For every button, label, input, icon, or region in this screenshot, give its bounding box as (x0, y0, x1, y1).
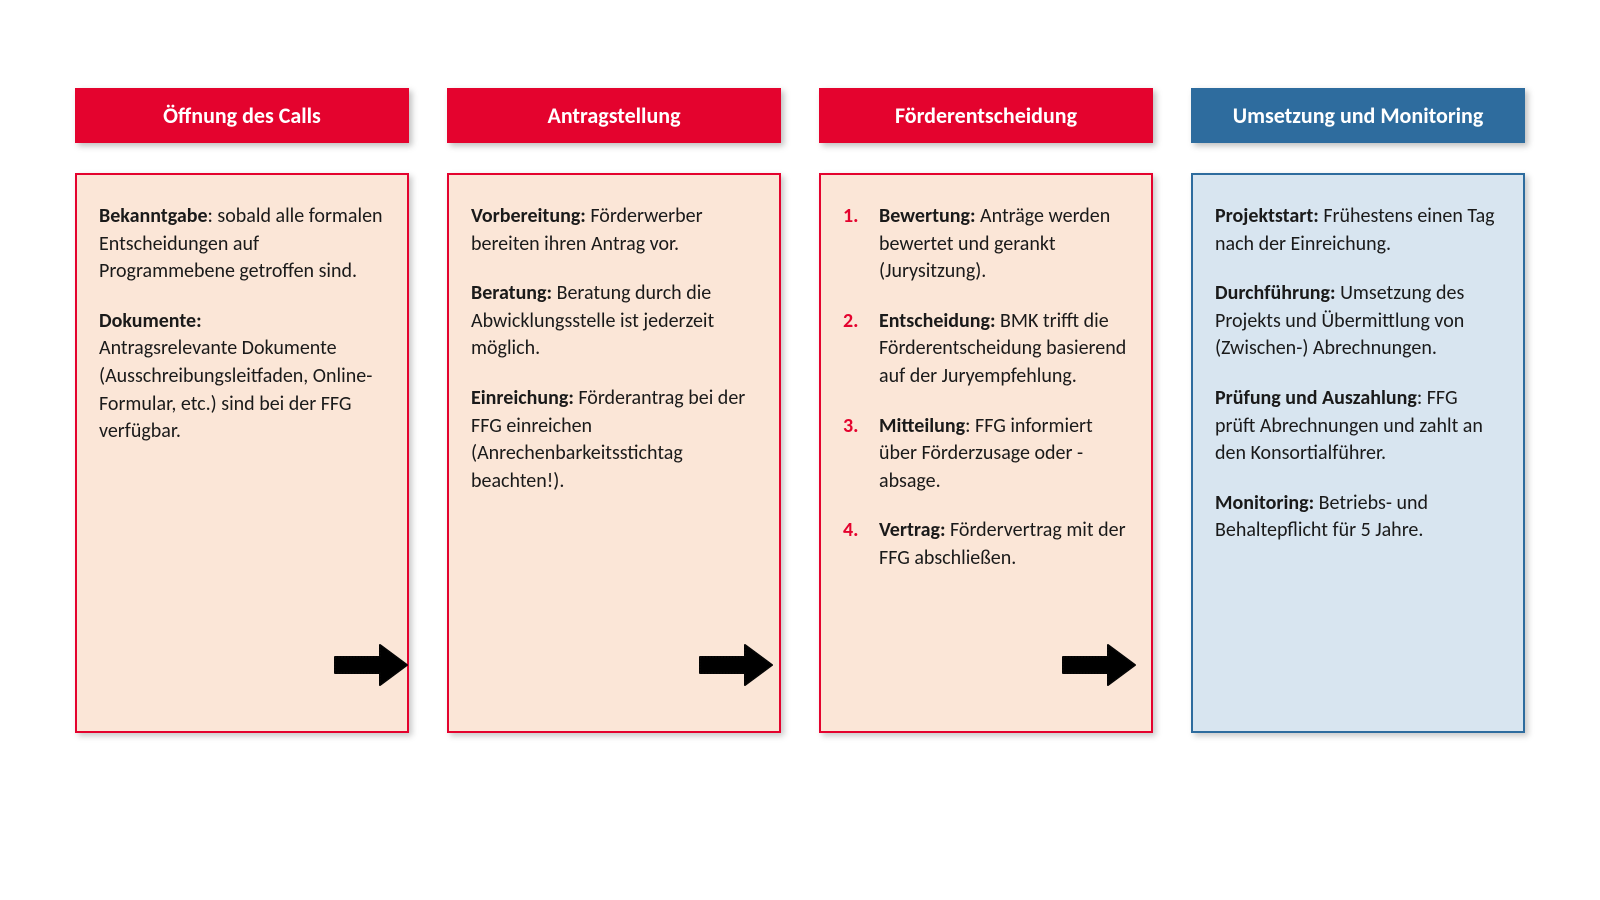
item-sep: : (1417, 386, 1427, 410)
stage-col-1: Öffnung des Calls Bekanntgabe: sobald al… (75, 88, 409, 733)
stage-2-item-1: Vorbereitung: Förderwerber bereiten ihre… (471, 203, 757, 258)
item-sep: : (965, 414, 975, 438)
item-label: Dokumente: (99, 309, 202, 333)
item-label: Einreichung: (471, 386, 574, 410)
flow-arrow-2 (697, 640, 775, 690)
flow-arrow-1 (332, 640, 410, 690)
stage-col-2: Antragstellung Vorbereitung: Förderwerbe… (447, 88, 781, 733)
item-label: Durchführung: (1215, 281, 1336, 305)
stage-2-item-2: Beratung: Beratung durch die Abwicklungs… (471, 280, 757, 363)
item-label: Mitteilung (879, 414, 965, 438)
stage-2-item-3: Einreichung: Förderantrag bei der FFG ei… (471, 385, 757, 495)
item-label: Vertrag: (879, 518, 945, 542)
stage-3-list: Bewertung: Anträge werden bewertet und g… (843, 203, 1129, 573)
stage-col-4: Umsetzung und Monitoring Projektstart: F… (1191, 88, 1525, 733)
stage-3-item-2: Entscheidung: BMK trifft die Förderentsc… (843, 308, 1129, 391)
stage-col-3: Förderentscheidung Bewertung: Anträge we… (819, 88, 1153, 733)
stage-4-item-4: Monitoring: Betriebs- und Behaltepflicht… (1215, 490, 1501, 545)
item-label: Vorbereitung: (471, 204, 586, 228)
flow-columns: Öffnung des Calls Bekanntgabe: sobald al… (75, 88, 1525, 733)
stage-3-item-4: Vertrag: Fördervertrag mit der FFG absch… (843, 517, 1129, 572)
stage-1-item-1: Bekanntgabe: sobald alle formalen Entsch… (99, 203, 385, 286)
stage-3-item-1: Bewertung: Anträge werden bewertet und g… (843, 203, 1129, 286)
item-label: Monitoring: (1215, 491, 1314, 515)
item-label: Beratung: (471, 281, 552, 305)
item-sep: : (208, 204, 218, 228)
stage-1-item-2: Dokumente: Antragsrelevante Dokumente (A… (99, 308, 385, 446)
item-label: Projektstart: (1215, 204, 1319, 228)
flow-wrapper: Öffnung des Calls Bekanntgabe: sobald al… (75, 88, 1525, 733)
stage-header-4: Umsetzung und Monitoring (1191, 88, 1525, 143)
item-label: Entscheidung: (879, 309, 996, 333)
stage-4-item-3: Prüfung und Auszahlung: FFG prüft Abrech… (1215, 385, 1501, 468)
stage-header-1: Öffnung des Calls (75, 88, 409, 143)
stage-4-item-2: Durchführung: Umsetzung des Projekts und… (1215, 280, 1501, 363)
stage-header-3: Förderentscheidung (819, 88, 1153, 143)
flow-arrow-3 (1060, 640, 1138, 690)
stage-4-item-1: Projektstart: Frühestens einen Tag nach … (1215, 203, 1501, 258)
item-label: Bekanntgabe (99, 204, 208, 228)
stage-header-2: Antragstellung (447, 88, 781, 143)
stage-body-4: Projektstart: Frühestens einen Tag nach … (1191, 173, 1525, 733)
stage-3-item-3: Mitteilung: FFG informiert über Förderzu… (843, 413, 1129, 496)
item-text: Antragsrelevante Dokumente (Ausschreibun… (99, 336, 372, 443)
item-label: Bewertung: (879, 204, 976, 228)
item-label: Prüfung und Auszahlung (1215, 386, 1417, 410)
